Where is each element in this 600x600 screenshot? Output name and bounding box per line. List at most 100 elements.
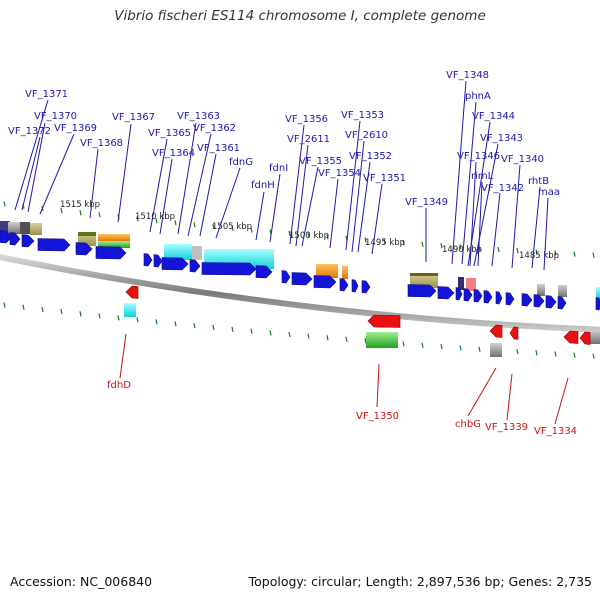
gene-label: VF_1339	[485, 422, 528, 433]
reverse-gene-arrow	[489, 324, 503, 338]
kbp-marker: 1505 kbp	[212, 222, 252, 232]
gene-label: VF_1342	[481, 183, 524, 194]
tick-mark	[250, 227, 253, 233]
tick-mark	[41, 306, 44, 313]
tick-mark	[60, 207, 63, 214]
tick-mark	[79, 210, 82, 216]
forward-gene-arrow	[291, 272, 313, 286]
gene-label: fdnI	[269, 163, 288, 174]
forward-gene-arrow	[75, 242, 93, 256]
bottom-gene-labels: fdhD VF_1350 chbG VF_1339 VF_1334	[107, 380, 577, 437]
forward-gene-arrow	[495, 291, 503, 305]
gene-label: VF_1367	[112, 112, 155, 123]
forward-gene-arrow	[189, 259, 201, 273]
tick-mark	[193, 222, 196, 228]
gene-label: VF_1372	[8, 126, 51, 137]
gene-label: VF_1340	[501, 154, 544, 165]
forward-gene-arrow	[521, 293, 533, 307]
kbp-marker: 1500 kbp	[289, 231, 329, 241]
forward-gene-arrow	[463, 288, 473, 302]
forward-gene-arrow	[505, 292, 515, 306]
forward-gene-arrow	[95, 246, 127, 260]
gene-label: fdhD	[107, 380, 131, 391]
tick-mark	[535, 249, 538, 255]
forward-gene-arrow	[455, 287, 463, 301]
top-leader-lines	[14, 80, 549, 271]
kbp-marker: 1490 kbp	[442, 245, 482, 255]
gene-label: VF_1363	[177, 111, 220, 122]
forward-gene-arrow	[339, 278, 349, 292]
tick-mark	[573, 251, 576, 257]
gene-label: VF_2611	[287, 134, 330, 145]
tick-mark	[98, 313, 101, 319]
gene-label: fdnH	[251, 180, 275, 191]
tick-mark	[440, 242, 443, 249]
reverse-gene-arrow	[367, 314, 401, 328]
reverse-gene-arrow	[509, 326, 519, 340]
forward-gene-arrow	[37, 238, 71, 252]
forward-gene-arrow	[21, 234, 35, 248]
tick-mark	[193, 323, 196, 329]
forward-gene-arrow	[153, 254, 163, 268]
gene-label: VF_1348	[446, 70, 489, 81]
gene-label: VF_1355	[299, 156, 342, 167]
gene-label: VF_1370	[34, 111, 77, 122]
tick-mark	[174, 220, 177, 226]
gene-label: VF_1334	[534, 426, 577, 437]
tick-mark	[516, 248, 519, 254]
forward-gene-arrow	[545, 295, 557, 309]
forward-gene-arrow	[201, 262, 257, 276]
forward-gene-arrow	[437, 286, 455, 300]
tick-mark	[212, 223, 215, 230]
gene-label: VF_1344	[472, 111, 515, 122]
tick-mark	[307, 232, 310, 238]
genome-stats: Topology: circular; Length: 2,897,536 bp…	[248, 574, 592, 589]
forward-gene-arrow	[161, 257, 189, 271]
tick-mark	[307, 333, 310, 339]
tick-mark	[573, 352, 576, 358]
tick-mark	[117, 315, 120, 321]
gene-label: VF_1354	[318, 168, 361, 179]
tick-mark	[592, 353, 595, 359]
tick-mark	[326, 335, 329, 341]
tick-mark	[592, 252, 595, 258]
gene-label: VF_1351	[363, 173, 406, 184]
gene-label: VF_1368	[80, 138, 123, 149]
tick-mark	[383, 238, 386, 245]
reverse-gene-arrow	[563, 330, 579, 344]
forward-gene-arrow	[407, 284, 437, 298]
cog-boxes-bottom	[124, 303, 600, 357]
tick-mark	[497, 246, 500, 253]
forward-gene-arrow	[143, 253, 153, 267]
tick-rows	[3, 201, 595, 359]
gene-label: VF_1356	[285, 114, 328, 125]
forward-gene-arrow	[361, 280, 371, 294]
kbp-markers: 1515 kbp 1510 kbp 1505 kbp 1500 kbp 1495…	[60, 200, 559, 261]
tick-mark	[421, 342, 424, 348]
gene-label: VF_1369	[54, 123, 97, 134]
tick-mark	[364, 237, 367, 243]
tick-mark	[459, 244, 462, 250]
kbp-marker: 1485 kbp	[519, 251, 559, 261]
tick-mark	[326, 234, 329, 240]
map-title: Vibrio fischeri ES114 chromosome I, comp…	[114, 8, 486, 24]
tick-mark	[269, 330, 272, 336]
bottom-leader-lines	[119, 333, 569, 425]
gene-label: VF_1361	[197, 143, 240, 154]
tick-mark	[554, 351, 557, 357]
gene-label: rimL	[471, 171, 494, 182]
gene-label: VF_1353	[341, 110, 384, 121]
tick-mark	[155, 319, 158, 325]
tick-mark	[288, 230, 291, 237]
gene-label: VF_2610	[345, 130, 388, 141]
tick-mark	[231, 326, 234, 332]
tick-mark	[402, 240, 405, 246]
reverse-gene-arrow	[579, 331, 591, 345]
tick-mark	[136, 216, 139, 222]
tick-mark	[60, 308, 63, 315]
tick-mark	[231, 225, 234, 231]
gene-label: phnA	[465, 91, 491, 102]
forward-gene-arrow	[351, 279, 359, 293]
tick-mark	[174, 321, 177, 327]
tick-mark	[364, 338, 367, 344]
